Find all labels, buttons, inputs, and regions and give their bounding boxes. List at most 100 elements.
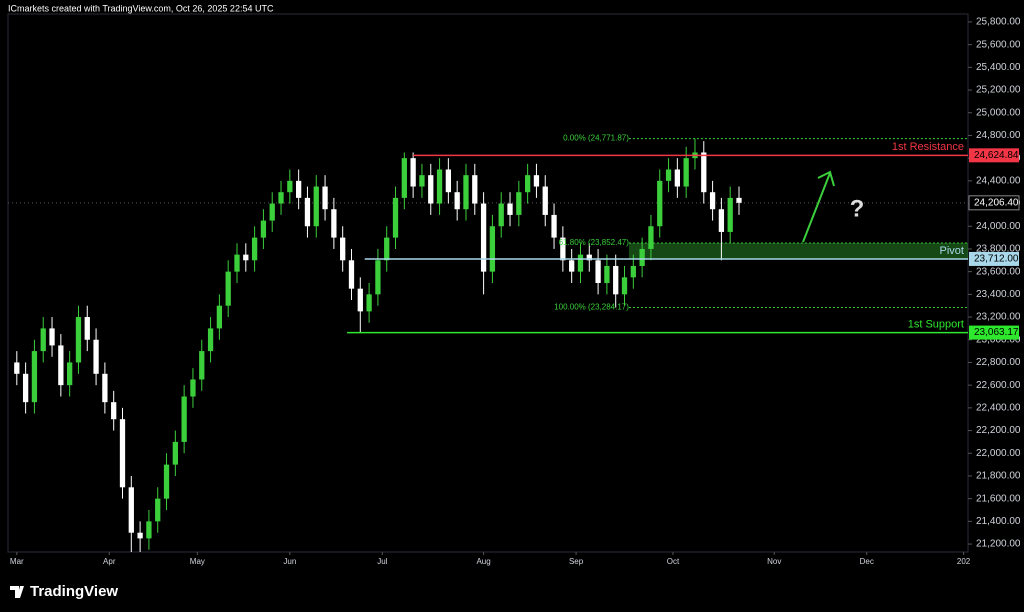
candle-body xyxy=(331,209,337,238)
x-tick-label: Apr xyxy=(103,557,116,566)
candle-body xyxy=(392,197,399,238)
candle-body xyxy=(560,237,566,261)
candle-body xyxy=(577,254,584,272)
y-tick-label: 25,200.00 xyxy=(976,85,1021,96)
candle-body xyxy=(58,345,64,386)
candle-body xyxy=(375,260,381,295)
plot-frame xyxy=(7,13,969,553)
pivot-zone xyxy=(628,242,968,259)
y-tick-label: 22,800.00 xyxy=(976,357,1021,368)
candle-body xyxy=(480,203,487,272)
candle-body xyxy=(278,192,284,204)
y-tick-label: 22,400.00 xyxy=(976,402,1021,413)
candle-body xyxy=(216,305,223,329)
candle-body xyxy=(84,317,90,340)
y-tick-label: 21,400.00 xyxy=(976,516,1021,527)
candle-body xyxy=(542,186,548,215)
candle-body xyxy=(102,373,108,403)
candle-body xyxy=(287,180,293,193)
candle-body xyxy=(613,265,619,295)
candle-body xyxy=(137,532,143,539)
candle-body xyxy=(604,265,610,283)
candle-body xyxy=(251,237,258,261)
candle-body xyxy=(199,351,205,380)
candle-body xyxy=(463,175,469,210)
candle-body xyxy=(436,169,443,204)
candle-body xyxy=(304,197,311,227)
candle-body xyxy=(243,254,249,261)
fib-label: 0.00% (24,771.87) xyxy=(563,134,629,143)
candle-body xyxy=(225,271,231,306)
y-tick-label: 23,200.00 xyxy=(976,312,1021,323)
candle-body xyxy=(472,175,478,204)
candle-body xyxy=(67,362,73,386)
level-tag xyxy=(969,325,1019,340)
y-tick-label: 23,400.00 xyxy=(976,289,1021,300)
candle-body xyxy=(595,260,601,283)
x-tick-label: Sep xyxy=(569,557,584,566)
y-tick-label: 24,000.00 xyxy=(976,221,1021,232)
candle-body xyxy=(146,521,152,539)
candle-body xyxy=(31,351,38,403)
candle-body xyxy=(128,487,134,533)
candle-body xyxy=(207,328,214,352)
candle-body xyxy=(665,169,672,181)
y-tick-label: 23,600.00 xyxy=(976,266,1021,277)
candle-body xyxy=(384,237,390,261)
level-name: Pivot xyxy=(940,245,964,257)
candle-body xyxy=(366,294,372,312)
candle-body xyxy=(14,362,20,374)
y-tick-label: 21,200.00 xyxy=(976,539,1021,550)
candle-body xyxy=(498,203,504,227)
x-tick-label: Oct xyxy=(667,557,680,566)
candle-body xyxy=(727,197,733,232)
candle-body xyxy=(172,441,178,465)
candle-body xyxy=(234,254,240,272)
x-tick-label: Nov xyxy=(767,557,781,566)
candle-body xyxy=(674,169,680,187)
header: ICmarkets created with TradingView.com, … xyxy=(8,3,274,13)
candle-body xyxy=(683,158,689,187)
candle-body xyxy=(340,237,346,261)
candle-body xyxy=(111,402,117,420)
annotation: ? xyxy=(850,195,865,222)
y-tick-label: 25,600.00 xyxy=(976,39,1021,50)
candle-body xyxy=(357,288,363,312)
candle-body xyxy=(22,373,29,403)
candle-body xyxy=(516,192,522,215)
candle-body xyxy=(569,260,575,272)
plot xyxy=(8,138,968,552)
candle-body xyxy=(524,175,531,193)
x-tick-label: 202 xyxy=(957,557,971,566)
candle-body xyxy=(621,277,628,295)
candle-body xyxy=(648,226,654,249)
fib-label: 100.00% (23,284.17) xyxy=(554,303,629,312)
candle-body xyxy=(190,379,196,397)
x-tick-label: Mar xyxy=(10,557,24,566)
candle-body xyxy=(445,169,452,193)
candle-body xyxy=(419,175,425,187)
candle-body xyxy=(630,265,636,278)
y-tick-label: 22,600.00 xyxy=(976,380,1021,391)
x-tick-label: May xyxy=(190,557,205,566)
candle-body xyxy=(313,186,319,227)
candle-body xyxy=(586,254,592,261)
candle-body xyxy=(533,175,540,187)
x-tick-label: Aug xyxy=(476,557,490,566)
arrow xyxy=(802,170,835,243)
candle-body xyxy=(701,152,707,193)
candle-body xyxy=(181,396,187,442)
last-price-label: 24,206.40 xyxy=(974,197,1019,208)
candle-body xyxy=(49,328,55,346)
level-tag xyxy=(969,148,1019,163)
y-tick-label: 24,400.00 xyxy=(976,175,1021,186)
candle-body xyxy=(155,498,161,522)
level-label: 24,624.84 xyxy=(974,150,1019,161)
level-name: 1st Resistance xyxy=(892,141,964,153)
level-name: 1st Support xyxy=(908,318,964,330)
candle-body xyxy=(657,180,663,227)
x-tick-label: Dec xyxy=(860,557,874,566)
y-tick-label: 22,000.00 xyxy=(976,448,1021,459)
y-tick-label: 22,200.00 xyxy=(976,425,1021,436)
candle-body xyxy=(269,203,275,221)
